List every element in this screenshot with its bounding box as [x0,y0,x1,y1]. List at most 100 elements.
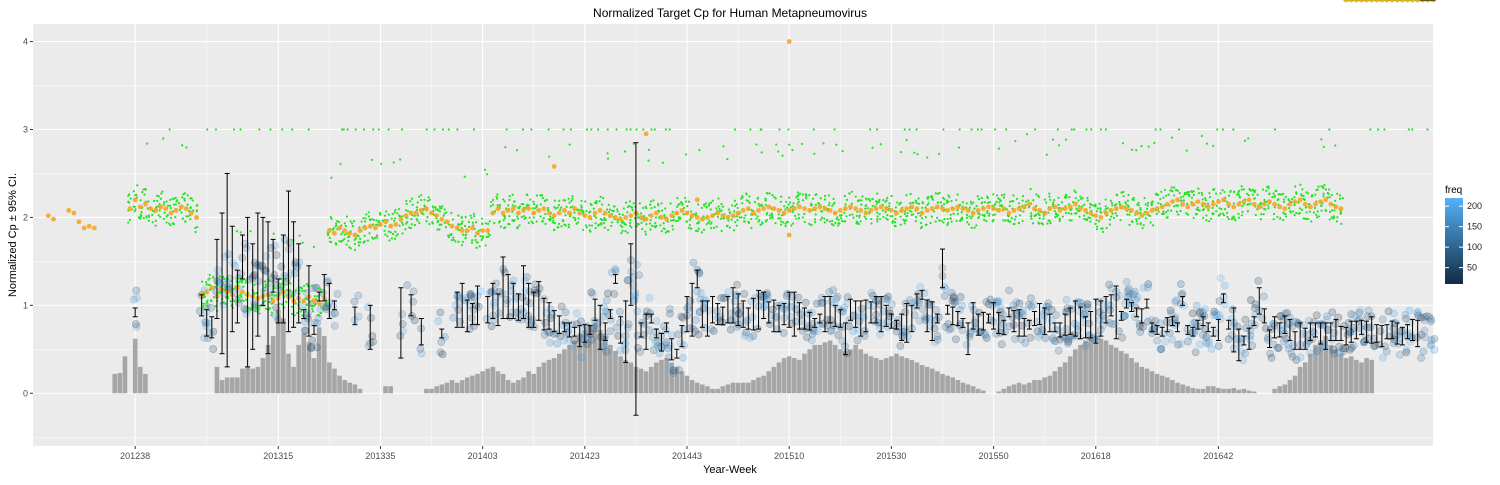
bar [327,362,332,394]
cp-point [764,203,767,207]
freq-point [1246,296,1255,304]
cp-point [1155,212,1158,215]
cp-point [650,128,653,131]
freq-point [1041,305,1050,314]
median-point [158,204,164,210]
freq-point [287,269,295,277]
cp-point [1300,193,1303,196]
bar [853,344,858,394]
cp-point [651,224,654,228]
cp-point [985,220,988,223]
cp-point [1002,219,1005,222]
cp-point [162,217,165,220]
cp-point [917,197,920,200]
cp-point [908,202,912,205]
median-point [582,213,588,219]
cp-point [375,223,378,226]
cp-point [298,234,301,237]
cp-point [1322,192,1325,195]
cp-point [486,173,489,176]
cp-point [995,200,998,203]
median-point [853,206,859,212]
cp-point [368,218,371,221]
cp-point [1045,201,1048,204]
median-point [837,207,843,213]
cp-point [906,212,909,215]
cp-point [417,195,421,198]
freq-point [588,290,597,299]
median-point [1185,204,1191,210]
median-point [1323,197,1329,203]
cp-point [1142,224,1145,227]
median-point [342,228,348,234]
cp-point [956,193,959,196]
freq-point [258,261,267,270]
cp-point [585,209,588,213]
freq-point [329,302,338,311]
cp-point [460,244,464,247]
cp-point [798,192,802,195]
bar [454,382,460,394]
freq-point [1064,337,1073,346]
cp-point [400,128,404,131]
cp-point [457,214,460,217]
median-point [863,210,869,216]
cp-point [281,128,284,131]
cp-point [1068,219,1071,222]
cp-point [1172,194,1176,197]
bar [1021,384,1027,394]
cp-point [919,221,923,225]
bar [1124,353,1129,394]
bar [1200,388,1206,394]
freq-point [1129,290,1138,299]
cp-point [1060,201,1064,204]
cp-point [305,303,308,306]
cp-point [949,217,952,220]
cp-point [803,220,806,224]
bar [347,382,353,394]
median-point [209,285,215,291]
bar [848,349,853,394]
freq-point [588,324,597,333]
freq-point [333,290,342,298]
freq-point [903,332,912,341]
cp-point [676,219,680,223]
cp-point [245,298,248,301]
freq-point [1124,284,1133,293]
cp-point [532,200,535,203]
bar [838,349,843,394]
cp-point [1073,212,1077,215]
cp-point [253,283,256,286]
cp-point [291,128,294,131]
cp-point [1144,203,1147,206]
cp-point [827,194,830,197]
freq-point [982,298,991,306]
freq-point [888,300,896,309]
bar [291,366,296,394]
freq-point [1059,333,1068,342]
median-point [1313,201,1318,207]
cp-point [507,204,510,207]
bar [1236,389,1242,394]
cp-point [1078,215,1081,218]
cp-point [319,288,322,291]
cp-point [1197,187,1200,190]
freq-point [941,323,950,331]
cp-point [924,223,927,227]
cp-point [129,197,132,200]
cp-point [1182,199,1186,202]
cp-point [211,276,215,279]
cp-point [1136,222,1139,225]
median-point [602,210,608,216]
cp-point [1182,195,1185,198]
median-point [326,228,332,234]
median-point [1287,201,1293,207]
freq-point [1366,323,1375,332]
cp-point [474,238,477,242]
cp-point [1013,218,1017,221]
bar [746,382,751,394]
cp-point [1104,205,1107,208]
freq-point [984,300,993,309]
median-point [1098,215,1104,220]
bar [929,368,935,394]
